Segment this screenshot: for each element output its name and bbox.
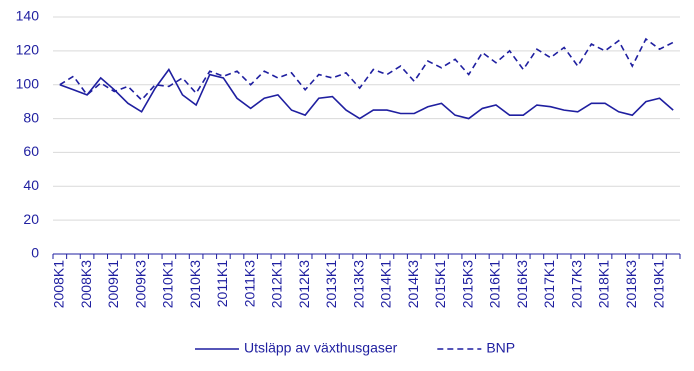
- y-tick-label: 40: [23, 177, 39, 193]
- x-tick-label: 2008K1: [51, 260, 67, 308]
- x-tick-label: 2016K3: [514, 260, 530, 308]
- y-tick-label: 60: [23, 143, 39, 159]
- y-tick-label: 0: [31, 245, 39, 261]
- x-tick-label: 2013K3: [350, 260, 366, 308]
- legend-label: BNP: [486, 340, 515, 356]
- x-tick-label: 2014K3: [405, 260, 421, 308]
- y-tick-label: 120: [16, 42, 40, 58]
- x-tick-label: 2010K3: [187, 260, 203, 308]
- x-tick-label: 2017K1: [541, 260, 557, 308]
- x-tick-label: 2008K3: [78, 260, 94, 308]
- x-tick-label: 2009K3: [132, 260, 148, 308]
- x-tick-label: 2015K1: [432, 260, 448, 308]
- x-tick-label: 2010K1: [160, 260, 176, 308]
- y-tick-label: 100: [16, 75, 40, 91]
- x-tick-label: 2018K3: [623, 260, 639, 308]
- x-tick-label: 2013K1: [323, 260, 339, 308]
- x-tick-label: 2017K3: [568, 260, 584, 308]
- x-tick-label: 2018K1: [596, 260, 612, 308]
- legend-label: Utsläpp av växthusgaser: [244, 340, 398, 356]
- y-tick-label: 80: [23, 109, 39, 125]
- x-tick-label: 2015K3: [459, 260, 475, 308]
- x-tick-label: 2019K1: [650, 260, 666, 308]
- series-line: [59, 37, 674, 102]
- x-tick-label: 2014K1: [378, 260, 394, 308]
- series-line: [59, 67, 674, 120]
- x-tick-label: 2011K1: [214, 260, 230, 307]
- x-tick-label: 2012K1: [269, 260, 285, 308]
- x-tick-label: 2011K3: [241, 260, 257, 307]
- y-tick-label: 20: [23, 211, 39, 227]
- x-tick-label: 2016K1: [487, 260, 503, 308]
- x-tick-label: 2009K1: [105, 260, 121, 308]
- x-tick-label: 2012K3: [296, 260, 312, 308]
- y-tick-label: 140: [16, 8, 40, 24]
